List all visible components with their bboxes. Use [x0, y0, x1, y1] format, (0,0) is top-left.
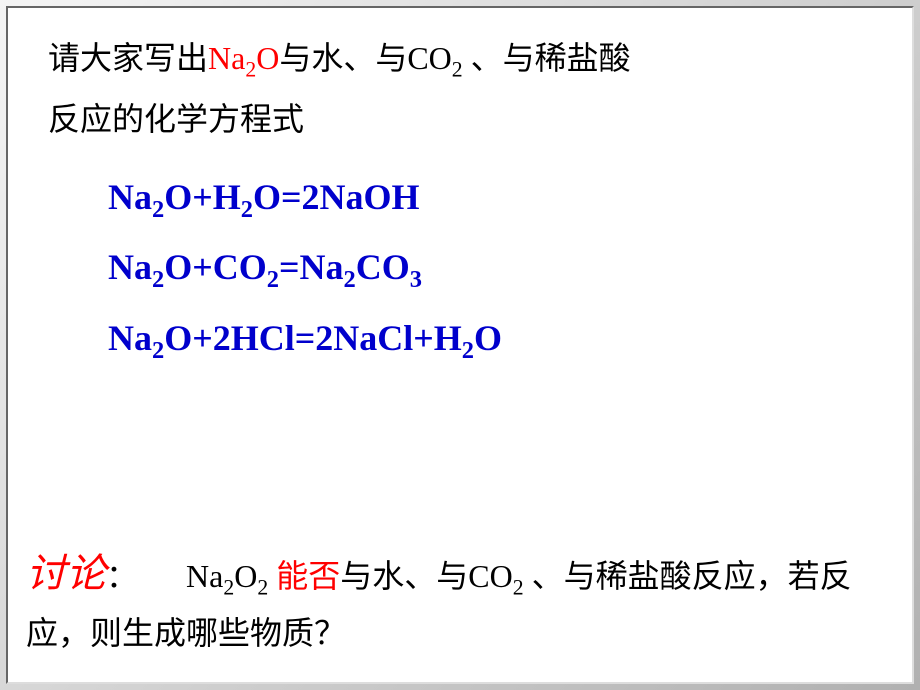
prompt-part1: 请大家写出 [48, 40, 208, 76]
equation-2: Na2O+CO2=Na2CO3 [8, 244, 912, 291]
discussion-formula-na2o2: Na2O2 [186, 558, 268, 594]
discussion-gap [122, 558, 186, 594]
discussion-verb: 能否 [276, 558, 340, 594]
discussion-label: 讨论 [26, 551, 106, 596]
prompt-part3: 、与稀盐酸 [463, 40, 631, 76]
prompt-line-2: 反应的化学方程式 [8, 89, 912, 150]
discussion-colon: ： [106, 558, 122, 594]
prompt-formula-na2o: Na2O [208, 40, 279, 76]
discussion-block: 讨论： Na2O2 能否与水、与CO2 、与稀盐酸反应，若反应，则生成哪些物质？ [8, 541, 912, 660]
slide-frame-outer: 请大家写出Na2O与水、与CO2 、与稀盐酸 反应的化学方程式 Na2O+H2O… [0, 0, 920, 690]
slide-content: 请大家写出Na2O与水、与CO2 、与稀盐酸 反应的化学方程式 Na2O+H2O… [6, 6, 914, 684]
equation-1: Na2O+H2O=2NaOH [8, 174, 912, 221]
equation-3: Na2O+2HCl=2NaCl+H2O [8, 315, 912, 362]
prompt-line-1: 请大家写出Na2O与水、与CO2 、与稀盐酸 [8, 28, 912, 89]
prompt-part2: 与水、与CO2 [279, 40, 462, 76]
